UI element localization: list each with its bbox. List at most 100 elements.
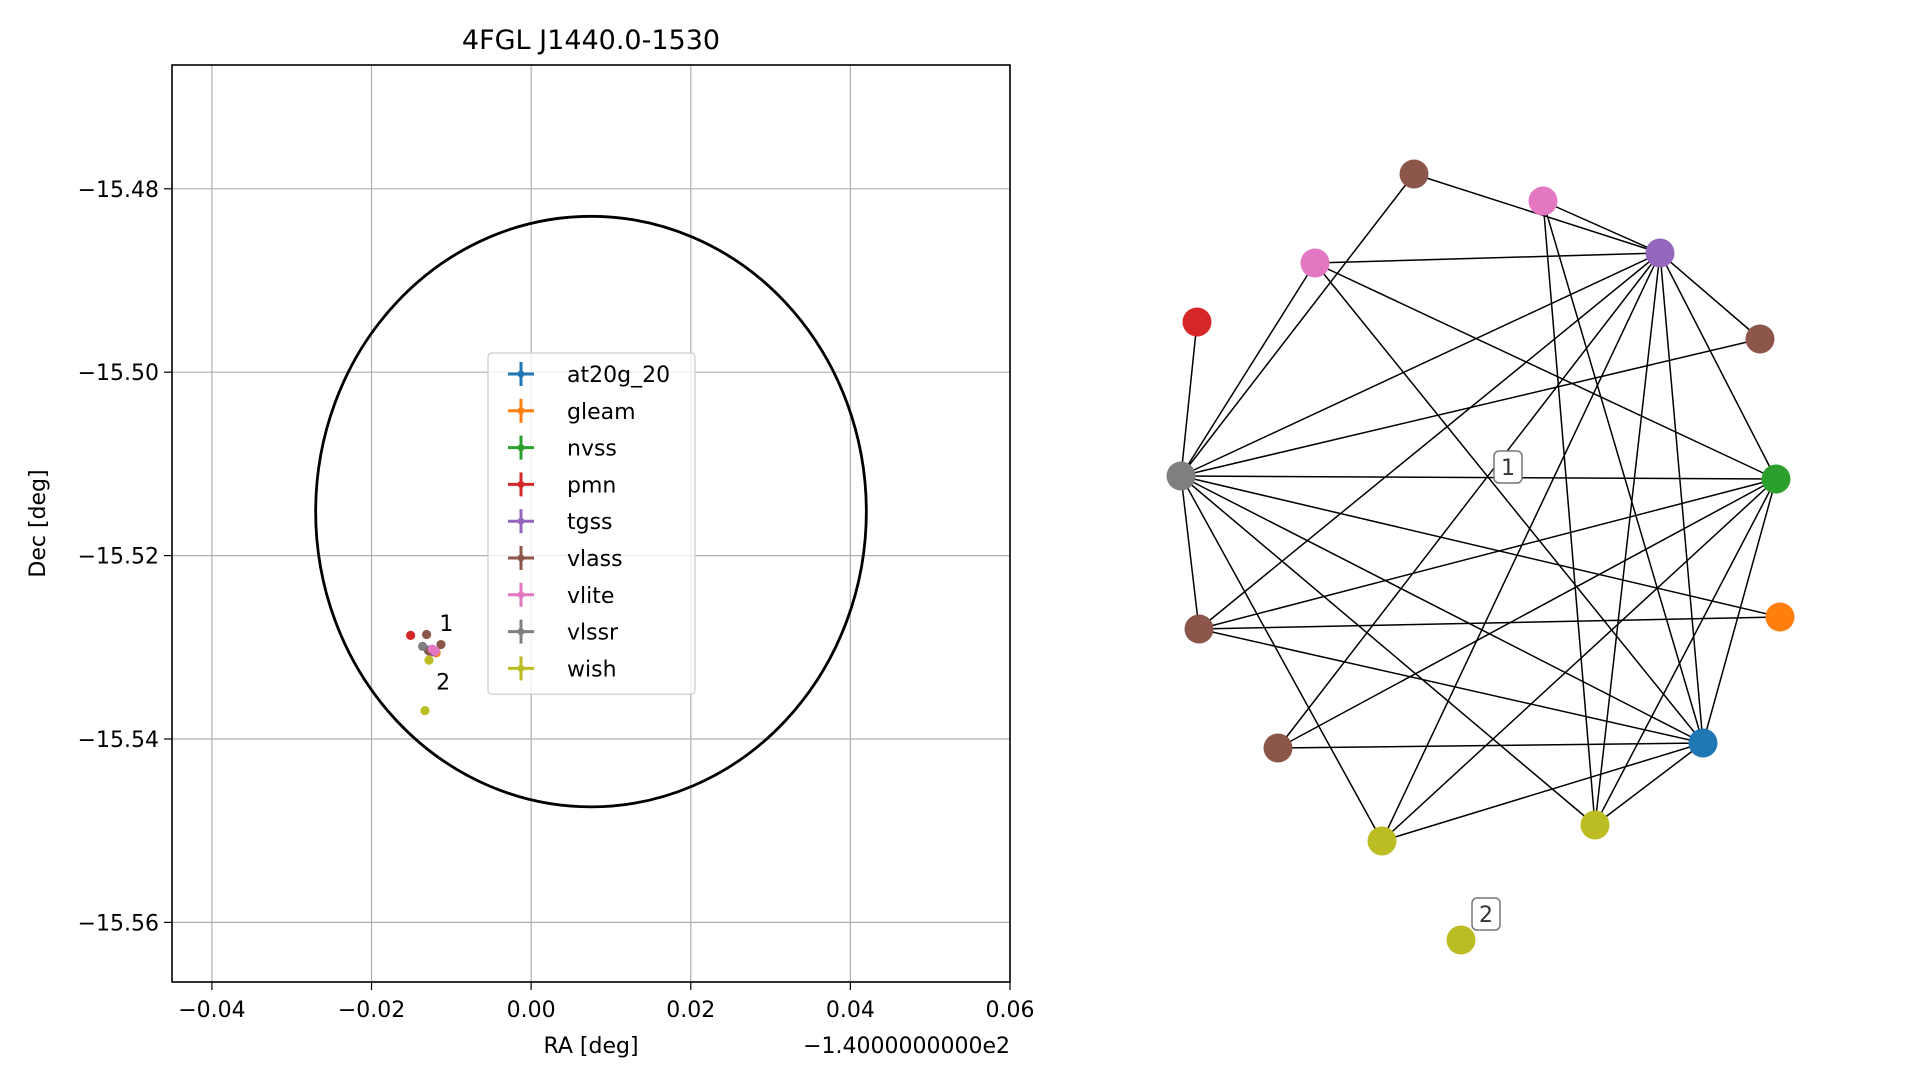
y-tick-label: −15.56 [78, 911, 159, 936]
y-tick-label: −15.54 [78, 728, 159, 753]
x-tick-label: 0.02 [666, 998, 715, 1023]
data-point-vlass [436, 639, 446, 650]
data-point-wish [424, 655, 434, 665]
legend-label: pmn [567, 473, 616, 498]
error-ellipse [314, 214, 868, 809]
plot-frame [171, 64, 1011, 983]
group-label-box [1493, 450, 1523, 484]
x-axis-offset: −1.4000000000e2 [803, 1034, 1010, 1059]
legend-marker-dot [517, 517, 525, 525]
legend-marker-dot [517, 407, 525, 415]
network-edge [1381, 478, 1777, 842]
network-edge [1542, 200, 1661, 254]
legend-marker-dot [517, 554, 525, 562]
y-axis-label: Dec [deg] [26, 469, 51, 577]
nodes-layer [1166, 159, 1795, 955]
point-annotation: 1 [439, 612, 453, 637]
network-edge [1180, 475, 1781, 618]
network-edge [1180, 262, 1316, 477]
legend-marker-dot [517, 370, 525, 378]
network-edge [1542, 200, 1704, 744]
network-edge [1314, 262, 1777, 480]
network-node-nvss [1761, 464, 1791, 494]
data-point-wish [420, 705, 430, 716]
network-edge [1381, 742, 1704, 842]
network-panel: 12 [1166, 159, 1795, 955]
network-edge [1180, 475, 1383, 842]
network-edge [1314, 252, 1661, 264]
y-tick-label: −15.50 [78, 361, 159, 386]
legend-label: nvss [567, 437, 617, 462]
legend-marker-dot [517, 628, 525, 636]
network-edge [1198, 628, 1704, 744]
network-node-at20g_20 [1688, 728, 1718, 758]
network-edge [1659, 252, 1761, 340]
legend-label: wish [567, 657, 617, 682]
network-edge [1702, 478, 1777, 744]
group-labels: 12 [1471, 450, 1523, 931]
network-edge [1659, 252, 1777, 480]
group-label: 1 [1501, 456, 1515, 481]
data-point-vlssr [418, 641, 428, 651]
legend-label: vlite [567, 584, 614, 609]
legend-marker-dot [517, 591, 525, 599]
network-node-vlass_a [1399, 159, 1429, 189]
network-edge [1314, 262, 1704, 744]
network-node-wish_c [1446, 925, 1476, 955]
point-annotation: 2 [436, 670, 450, 695]
network-edge [1180, 475, 1777, 480]
network-edge [1180, 173, 1415, 477]
network-edge [1277, 252, 1661, 749]
legend-label: vlssr [567, 621, 619, 646]
legend-label: gleam [567, 400, 636, 425]
scatter-panel: 12 −0.04 −0.02 0.00 0.02 0.04 0.06−15.48−15.5… [26, 25, 1034, 1059]
ticks: −0.04 −0.02 0.00 0.02 0.04 0.06 −15.48 −15.50 −1… [78, 178, 1035, 1023]
network-edge [1198, 252, 1661, 630]
y-tick-label: −15.52 [78, 545, 159, 570]
legend-marker-dot [517, 444, 525, 452]
network-edge [1180, 252, 1661, 477]
network-node-tgss [1645, 238, 1675, 268]
network-node-pmn [1182, 307, 1212, 337]
legend-label: at20g_20 [567, 363, 670, 388]
network-node-vlite_b [1300, 248, 1330, 278]
group-label: 2 [1479, 903, 1493, 928]
network-edge [1277, 742, 1704, 749]
network-node-wish_a [1367, 826, 1397, 856]
network-edge [1381, 252, 1661, 842]
ellipse-layer [314, 214, 868, 809]
network-edge [1180, 338, 1761, 477]
network-edge [1659, 252, 1704, 744]
edges-layer [1180, 173, 1781, 842]
network-edge [1180, 475, 1200, 630]
x-tick-label: 0.04 [826, 998, 875, 1023]
data-point-vlass [421, 629, 432, 640]
x-tick-label: −0.04 [178, 998, 245, 1023]
legend-box [487, 352, 696, 695]
network-edge [1594, 478, 1777, 826]
network-node-vlass_d [1263, 733, 1293, 763]
network-node-vlssr [1166, 461, 1196, 491]
x-tick-label: 0.00 [507, 998, 556, 1023]
x-tick-label: −0.02 [338, 998, 405, 1023]
network-node-vlite_a [1528, 186, 1558, 216]
network-edge [1180, 475, 1596, 826]
network-edge [1198, 616, 1781, 630]
network-node-wish_b [1580, 810, 1610, 840]
annotation-layer: 12 [436, 612, 453, 696]
data-point-vlite [430, 646, 440, 656]
network-node-vlass_c [1184, 614, 1214, 644]
group-label-box [1471, 897, 1501, 931]
x-tick-label: 0.06 [986, 998, 1035, 1023]
network-edge [1277, 478, 1777, 749]
chart-title: 4FGL J1440.0-1530 [462, 25, 720, 56]
network-edge [1180, 321, 1198, 477]
network-edge [1198, 478, 1777, 630]
y-tick-label: −15.48 [78, 178, 159, 203]
network-edge [1542, 200, 1596, 826]
points-layer [406, 629, 446, 716]
network-node-gleam [1765, 602, 1795, 632]
legend-label: vlass [567, 547, 623, 572]
